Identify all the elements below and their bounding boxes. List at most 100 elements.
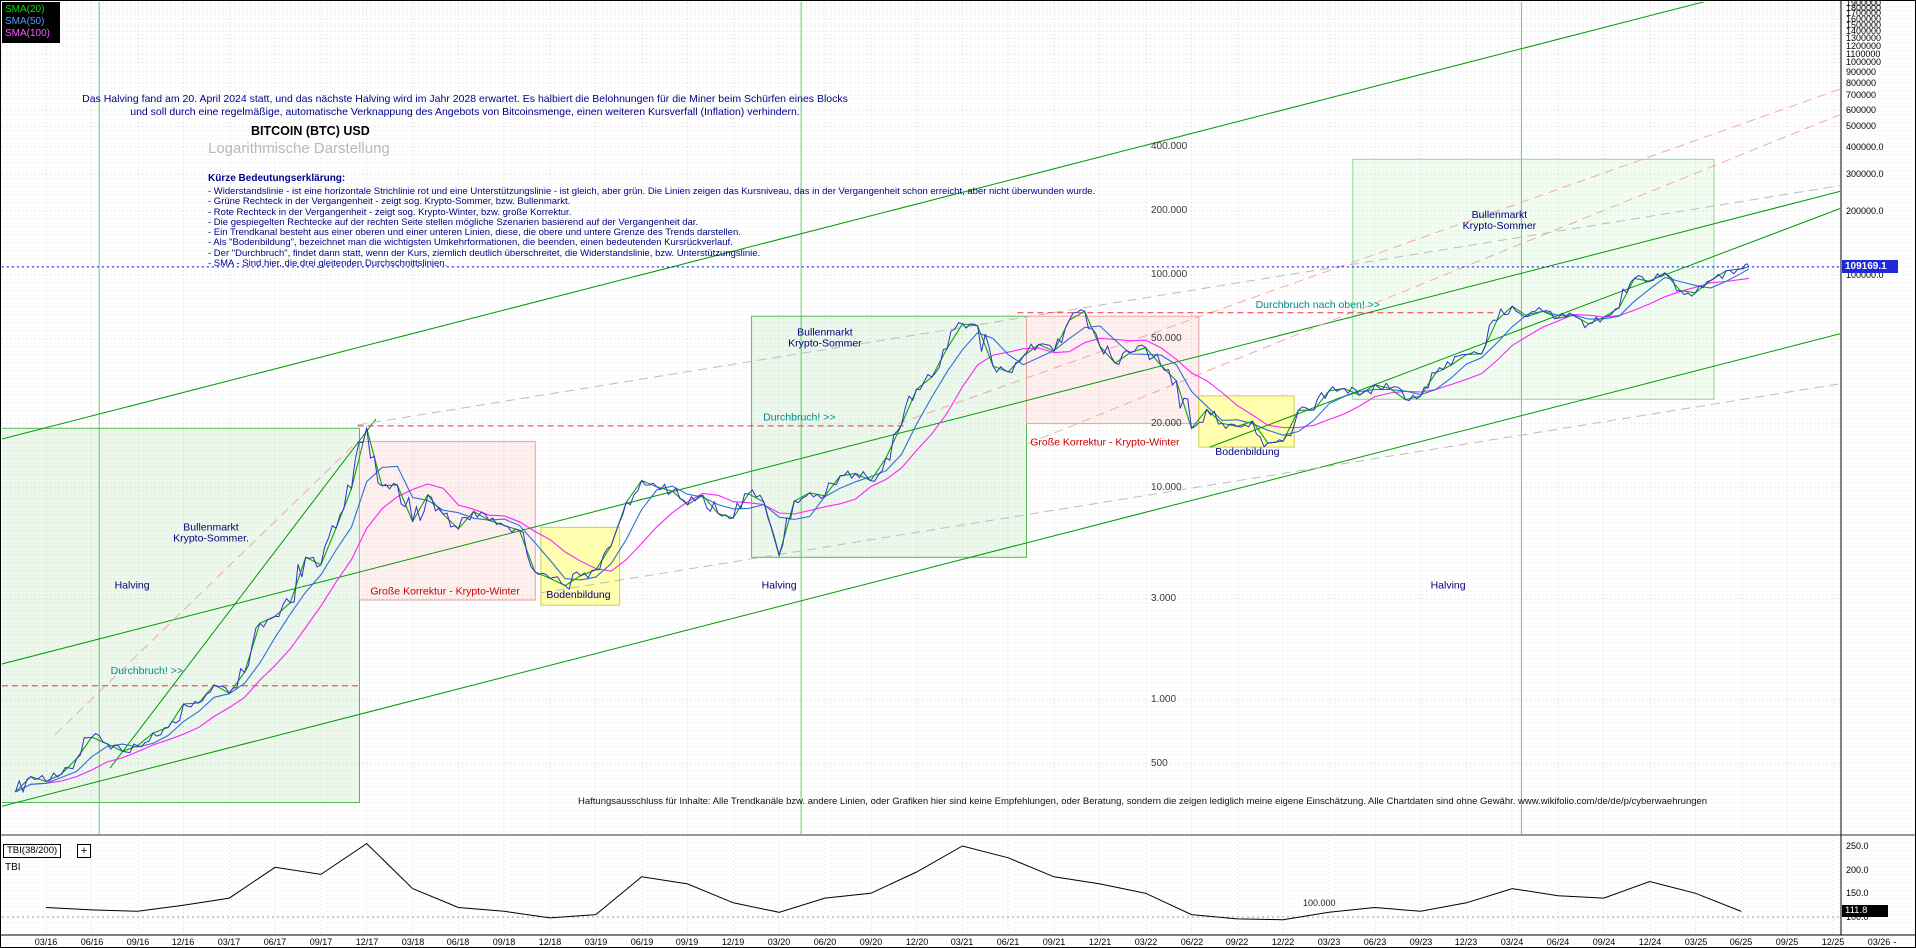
- time-axis-label: 09/16: [126, 937, 150, 947]
- time-axis-label: 06/20: [813, 937, 837, 947]
- price-level-label: 1.000: [1151, 694, 1177, 705]
- time-axis-label: 12/23: [1454, 937, 1478, 947]
- price-axis-label: 1100000: [1846, 49, 1881, 59]
- halving-note: Das Halving fand am 20. April 2024 statt…: [11, 93, 919, 119]
- price-axis-label: 1800000: [1846, 3, 1882, 13]
- time-axis-label: 06/21: [996, 937, 1020, 947]
- price-axis-label: 200000.0: [1846, 206, 1884, 216]
- explanation-line: - Grüne Rechteck in der Vergangenheit - …: [208, 196, 571, 208]
- svg-text:Durchbruch! >>: Durchbruch! >>: [111, 665, 183, 677]
- time-axis-label: 09/17: [309, 937, 333, 947]
- svg-text:Bodenbildung: Bodenbildung: [546, 589, 610, 601]
- svg-text:Durchbruch! >>: Durchbruch! >>: [763, 411, 835, 423]
- time-axis-label: 06/19: [630, 937, 654, 947]
- price-axis-label: 1500000: [1846, 20, 1882, 30]
- legend-explanation: Kürze Bedeutungserklärung: - Widerstands…: [208, 173, 1095, 269]
- price-axis-label: 300000.0: [1846, 169, 1884, 179]
- time-axis-label: 12/21: [1088, 937, 1112, 947]
- svg-text:Halving: Halving: [1431, 580, 1466, 592]
- time-axis-label: 12/19: [721, 937, 745, 947]
- explanation-line: - SMA - Sind hier, die drei gleitenden D…: [208, 258, 448, 270]
- svg-text:Durchbruch nach oben! >>: Durchbruch nach oben! >>: [1256, 299, 1380, 311]
- time-axis-label: 12/17: [355, 937, 379, 947]
- tbi-axis-label: 150.0: [1846, 888, 1869, 898]
- time-axis-label: 09/25: [1775, 937, 1799, 947]
- time-axis-label: 12/25: [1821, 937, 1845, 947]
- time-axis-label: 06/18: [446, 937, 470, 947]
- time-axis-label: 09/22: [1225, 937, 1249, 947]
- time-axis-label: 09/21: [1042, 937, 1066, 947]
- time-axis-label: 06/24: [1546, 937, 1570, 947]
- legend-item-sma50[interactable]: SMA(50): [5, 16, 45, 27]
- time-axis-label: 03/25: [1684, 937, 1708, 947]
- explanation-title: Kürze Bedeutungserklärung:: [208, 173, 346, 184]
- time-axis-label: 06/16: [80, 937, 104, 947]
- tbi-expand-button[interactable]: +: [77, 844, 91, 858]
- explanation-line: - Ein Trendkanal besteht aus einer obere…: [208, 227, 741, 239]
- explanation-line: - Als "Bodenbildung", bezeichnet man die…: [208, 237, 733, 249]
- time-axis-label: 12/22: [1271, 937, 1295, 947]
- explanation-lines: - Widerstandslinie - ist eine horizontal…: [208, 186, 1096, 270]
- svg-text:Bodenbildung: Bodenbildung: [1215, 446, 1279, 458]
- time-axis-label: 09/23: [1409, 937, 1433, 947]
- time-axis-label: 03/17: [217, 937, 241, 947]
- halving-note-line1: Das Halving fand am 20. April 2024 statt…: [82, 93, 848, 105]
- price-axis-label: 1600000: [1846, 14, 1882, 24]
- price-level-label: 3.000: [1151, 593, 1177, 604]
- time-axis-label: 06/22: [1180, 937, 1204, 947]
- current-price-badge: 109169.1: [1842, 260, 1898, 273]
- tbi-axis-label: 100.0: [1846, 912, 1869, 922]
- time-axis-label: 09/18: [492, 937, 516, 947]
- tbi-short-label: TBI: [5, 862, 21, 873]
- time-axis-label: 09/20: [859, 937, 883, 947]
- time-axis-label: 12/18: [538, 937, 562, 947]
- tbi-indicator-label[interactable]: TBI(38/200): [3, 844, 62, 858]
- tbi-level-label: 100.000: [1303, 898, 1336, 908]
- explanation-line: - Die gespiegelten Rechtecke auf der rec…: [208, 216, 699, 228]
- price-axis-label: 1000000: [1846, 57, 1882, 67]
- time-axis-label: 03/22: [1134, 937, 1158, 947]
- chart-subtitle: Logarithmische Darstellung: [208, 140, 390, 157]
- time-axis-label: 12/24: [1638, 937, 1662, 947]
- price-axis-label: 500000: [1846, 121, 1877, 131]
- time-axis-label: 06/25: [1729, 937, 1753, 947]
- explanation-line: - Widerstandslinie - ist eine horizontal…: [208, 186, 1096, 197]
- price-level-label: 200.000: [1151, 205, 1188, 216]
- price-axis-label: 700000: [1846, 90, 1877, 100]
- time-axis-label: 03/23: [1317, 937, 1341, 947]
- time-axis-label: 09/19: [675, 937, 699, 947]
- price-axis-label: 400000.0: [1846, 142, 1884, 152]
- disclaimer-text: Haftungsausschluss für Inhalte: Alle Tre…: [578, 796, 1708, 807]
- chart-title: BITCOIN (BTC) USD: [251, 124, 370, 138]
- time-axis-label: 06/23: [1363, 937, 1387, 947]
- explanation-line: - Rote Rechteck in der Vergangenheit - z…: [208, 206, 572, 218]
- price-axis-label: 100000.0: [1846, 270, 1884, 280]
- price-axis-label: 1900000: [1846, 0, 1882, 8]
- time-axis-label: 12/16: [171, 937, 195, 947]
- time-axis-label: 03/26: [1867, 937, 1891, 947]
- price-axis-label: 1300000: [1846, 33, 1882, 43]
- price-axis-label: 900000: [1846, 67, 1877, 77]
- time-axis-label: 03/16: [34, 937, 58, 947]
- price-axis-label: 1200000: [1846, 41, 1882, 51]
- time-axis-label: 03/24: [1500, 937, 1524, 947]
- svg-text:Halving: Halving: [762, 580, 797, 592]
- legend-item-sma20[interactable]: SMA(20): [5, 4, 45, 15]
- time-axis-label: 03/21: [950, 937, 974, 947]
- price-axis-label: 1700000: [1846, 8, 1882, 18]
- price-level-label: 10.000: [1151, 482, 1182, 493]
- svg-text:Große Korrektur - Krypto-Winte: Große Korrektur - Krypto-Winter: [1030, 436, 1180, 448]
- svg-text:Halving: Halving: [115, 580, 150, 592]
- explanation-line: - Der "Durchbruch", findet dann statt, w…: [208, 247, 761, 259]
- halving-note-line2: und soll durch eine regelmäßige, automat…: [130, 106, 800, 118]
- price-level-label: 100.000: [1151, 269, 1188, 280]
- legend-item-sma100[interactable]: SMA(100): [5, 28, 51, 39]
- time-axis-label: 03/19: [584, 937, 608, 947]
- time-axis-label: 12/20: [905, 937, 929, 947]
- price-axis-label: 1400000: [1846, 26, 1882, 36]
